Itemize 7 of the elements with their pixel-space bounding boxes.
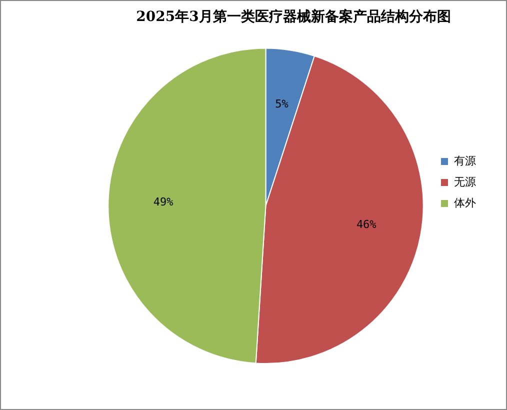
legend-label: 无源 bbox=[454, 175, 476, 188]
data-label: 5% bbox=[275, 98, 289, 111]
legend-label: 有源 bbox=[454, 154, 476, 168]
data-label: 49% bbox=[153, 196, 174, 209]
legend-label: 体外 bbox=[454, 196, 476, 210]
data-label: 46% bbox=[356, 218, 377, 231]
chart-title: 2025年3月第一类医疗器械新备案产品结构分布图 bbox=[136, 8, 451, 26]
